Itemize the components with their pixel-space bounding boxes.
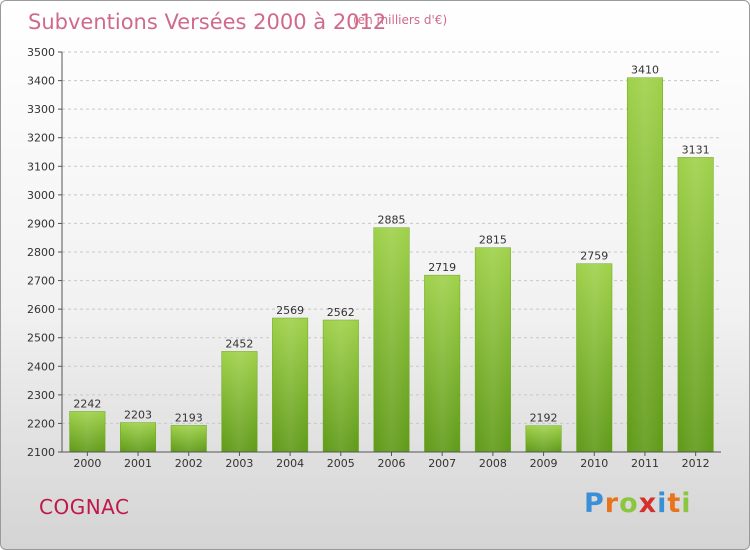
logo-letter: i: [657, 488, 668, 519]
bar-value-label: 3410: [631, 64, 659, 77]
logo-letter: i: [681, 488, 692, 519]
logo-letter: t: [667, 488, 682, 519]
y-tick-label: 3400: [27, 75, 55, 88]
bar-value-label: 2562: [327, 306, 355, 319]
y-tick-label: 3200: [27, 132, 55, 145]
x-tick-label: 2011: [631, 457, 659, 470]
bar-value-label: 3131: [682, 143, 710, 156]
x-tick-label: 2008: [479, 457, 507, 470]
bar-highlight: [627, 77, 663, 452]
city-name: COGNAC: [39, 495, 130, 519]
bar-highlight: [323, 320, 359, 452]
bar-value-label: 2759: [580, 250, 608, 263]
x-tick-label: 2000: [73, 457, 101, 470]
bar-highlight: [69, 411, 106, 452]
bar-value-label: 2193: [175, 411, 203, 424]
y-tick-label: 2400: [27, 360, 55, 373]
y-tick-label: 3300: [27, 103, 55, 116]
y-tick-label: 2500: [27, 332, 55, 345]
x-tick-label: 2007: [428, 457, 456, 470]
bar-highlight: [525, 425, 562, 452]
x-tick-label: 2009: [530, 457, 558, 470]
bar-highlight: [677, 157, 714, 452]
bar-highlight: [475, 247, 511, 452]
bar-highlight: [170, 425, 207, 452]
x-tick-label: 2004: [276, 457, 304, 470]
x-tick-label: 2001: [124, 457, 152, 470]
logo-letter: r: [604, 488, 620, 519]
y-tick-label: 3500: [27, 46, 55, 59]
bar-highlight: [424, 275, 460, 452]
bar-value-label: 2815: [479, 234, 507, 247]
y-tick-label: 2600: [27, 303, 55, 316]
y-tick-label: 2100: [27, 446, 55, 459]
chart-subtitle: (en milliers d'€): [353, 13, 448, 27]
x-tick-label: 2005: [327, 457, 355, 470]
y-tick-label: 2300: [27, 389, 55, 402]
proxiti-logo: Proxiti: [584, 488, 692, 519]
x-tick-label: 2012: [682, 457, 710, 470]
bar-value-label: 2203: [124, 409, 152, 422]
bar-highlight: [120, 422, 156, 452]
bar-value-label: 2452: [225, 337, 253, 350]
y-tick-label: 2700: [27, 275, 55, 288]
x-tick-label: 2010: [580, 457, 608, 470]
y-tick-label: 2200: [27, 417, 55, 430]
bar-value-label: 2719: [428, 261, 456, 274]
chart-title: Subventions Versées 2000 à 2012: [28, 10, 387, 34]
logo-letter: o: [619, 488, 639, 519]
bar-value-label: 2242: [73, 397, 101, 410]
bar-highlight: [272, 318, 308, 452]
x-tick-label: 2002: [175, 457, 203, 470]
bar-highlight: [576, 263, 613, 452]
y-tick-label: 2800: [27, 246, 55, 259]
bar-value-label: 2885: [378, 214, 406, 227]
y-tick-label: 3000: [27, 189, 55, 202]
y-tick-label: 3100: [27, 160, 55, 173]
bar-highlight: [373, 227, 410, 452]
x-tick-label: 2003: [225, 457, 253, 470]
bar-value-label: 2569: [276, 304, 304, 317]
bar-value-label: 2192: [530, 412, 558, 425]
bar-highlight: [221, 351, 258, 452]
logo-letter: x: [638, 488, 658, 519]
y-tick-label: 2900: [27, 217, 55, 230]
logo-letter: P: [584, 488, 605, 519]
x-tick-label: 2006: [378, 457, 406, 470]
